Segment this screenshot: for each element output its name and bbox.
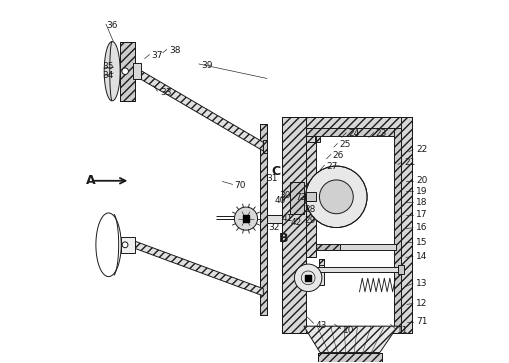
Text: 39: 39 (201, 61, 213, 70)
Text: C: C (271, 165, 280, 178)
Bar (305, 136, 320, 142)
Circle shape (234, 207, 257, 230)
Circle shape (319, 180, 353, 214)
Bar (319, 259, 323, 285)
Text: 31: 31 (265, 175, 277, 183)
Bar (397, 265, 404, 274)
Text: 23: 23 (375, 129, 386, 138)
Text: 17: 17 (415, 210, 427, 219)
Text: 43: 43 (315, 321, 326, 330)
Text: 41: 41 (281, 214, 293, 223)
Bar (281, 118, 411, 129)
Polygon shape (242, 215, 249, 222)
Text: 72: 72 (295, 192, 306, 201)
Polygon shape (134, 67, 263, 151)
Circle shape (294, 264, 321, 291)
Text: 70: 70 (234, 181, 245, 189)
Bar (120, 41, 134, 101)
Text: 42: 42 (290, 218, 301, 227)
Bar (290, 182, 304, 214)
Text: 30: 30 (279, 191, 291, 200)
Bar (305, 136, 316, 257)
Bar (266, 215, 281, 223)
Text: 24: 24 (347, 129, 358, 138)
Bar (316, 244, 340, 250)
Text: 27: 27 (326, 162, 337, 171)
Text: 10: 10 (342, 326, 353, 335)
Bar (305, 129, 400, 136)
Polygon shape (303, 326, 397, 352)
Polygon shape (305, 275, 310, 281)
Text: 20: 20 (415, 176, 427, 185)
Text: 33: 33 (160, 88, 171, 97)
Text: 34: 34 (102, 71, 113, 80)
Text: 35: 35 (102, 62, 114, 72)
Circle shape (122, 242, 128, 248)
Bar (318, 352, 381, 363)
Text: B: B (278, 232, 288, 245)
Bar (259, 124, 266, 315)
Bar (281, 118, 305, 333)
Text: 18: 18 (415, 197, 427, 207)
Text: 25: 25 (338, 140, 350, 149)
Bar (314, 267, 404, 272)
Text: 19: 19 (415, 187, 427, 196)
Circle shape (122, 68, 128, 74)
Text: 12: 12 (415, 299, 427, 308)
Polygon shape (96, 213, 121, 277)
Text: 21: 21 (404, 158, 415, 167)
Bar (400, 118, 411, 333)
Text: 16: 16 (415, 223, 427, 232)
Text: 36: 36 (106, 21, 118, 30)
Bar (319, 259, 323, 265)
Text: 32: 32 (268, 223, 279, 232)
Text: 11: 11 (397, 326, 408, 335)
Text: 14: 14 (415, 252, 427, 261)
Text: 15: 15 (415, 238, 427, 247)
Text: 29: 29 (304, 216, 315, 225)
Bar (316, 244, 395, 250)
Text: 28: 28 (304, 205, 315, 214)
Bar (393, 129, 400, 326)
Bar (318, 352, 381, 363)
Bar (120, 41, 134, 101)
Bar (259, 124, 266, 315)
Bar (262, 140, 266, 153)
Text: A: A (86, 174, 96, 187)
Text: 22: 22 (415, 145, 427, 154)
Circle shape (305, 166, 366, 228)
Polygon shape (104, 41, 120, 101)
Text: 37: 37 (151, 51, 162, 60)
Bar (133, 63, 141, 79)
Bar (281, 118, 411, 333)
Text: 40: 40 (274, 196, 285, 205)
Text: 71: 71 (415, 317, 427, 326)
Text: 38: 38 (169, 46, 181, 55)
Bar (281, 326, 411, 333)
Polygon shape (135, 241, 263, 296)
Bar (121, 237, 135, 253)
Text: 13: 13 (415, 279, 427, 288)
Bar (314, 136, 316, 143)
Bar (305, 192, 315, 201)
Text: 26: 26 (332, 151, 344, 160)
